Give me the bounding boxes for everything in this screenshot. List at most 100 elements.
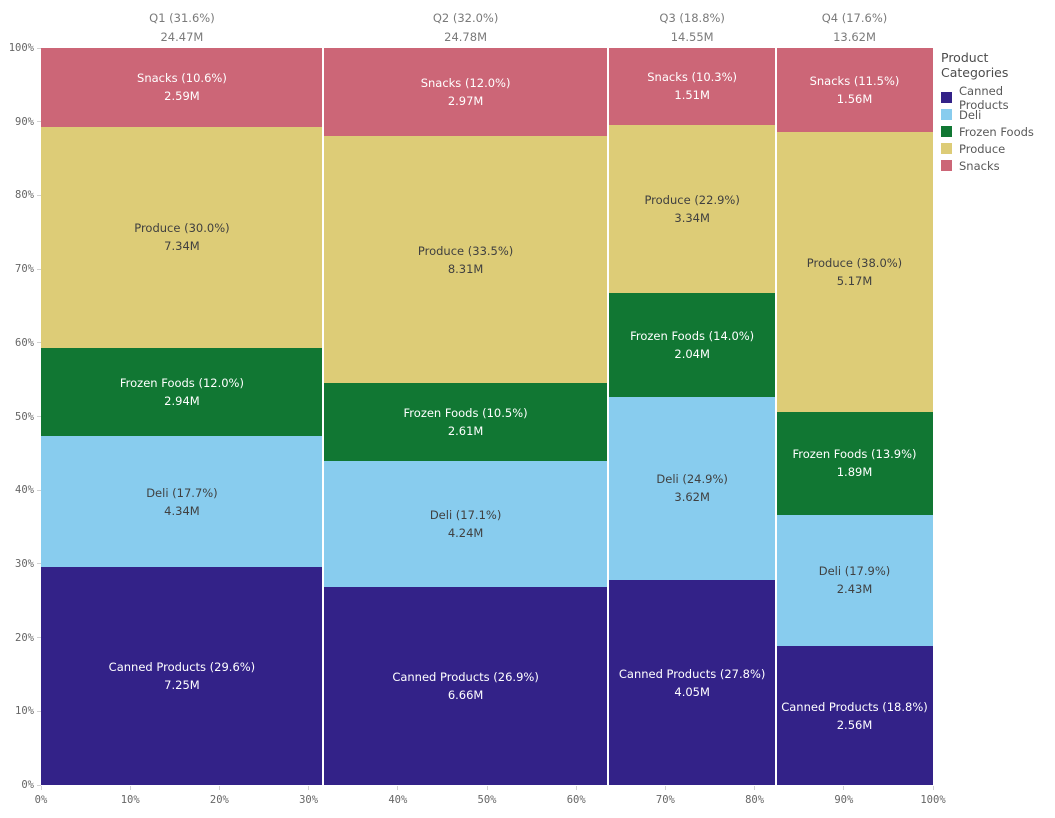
segment-frozen-foods-q4[interactable]: Frozen Foods (13.9%) 1.89M bbox=[776, 412, 933, 515]
y-axis-tick bbox=[37, 710, 41, 712]
x-axis-tick-label: 0% bbox=[34, 794, 48, 806]
column-total: 24.78M bbox=[444, 30, 487, 44]
legend-item-label: Deli bbox=[959, 107, 982, 122]
segment-label: Frozen Foods (14.0%) bbox=[630, 328, 755, 343]
legend-item-label: Frozen Foods bbox=[959, 124, 1034, 139]
y-axis-tick-label: 30% bbox=[15, 557, 34, 570]
x-axis-tick-label: 90% bbox=[834, 794, 854, 806]
x-axis-tick bbox=[40, 786, 42, 790]
x-axis-tick bbox=[308, 786, 310, 790]
segment-label: Canned Products (29.6%) bbox=[108, 659, 256, 674]
x-axis-tick-label: 60% bbox=[566, 794, 586, 806]
segment-value: 1.51M bbox=[674, 88, 710, 103]
y-axis-tick-label: 40% bbox=[15, 484, 34, 497]
segment-value: 2.43M bbox=[836, 582, 873, 597]
x-axis-tick bbox=[486, 786, 488, 790]
column-total: 13.62M bbox=[833, 30, 876, 44]
segment-value: 3.62M bbox=[674, 490, 710, 505]
segment-label: Canned Products (18.8%) bbox=[781, 699, 928, 714]
segment-deli-q4[interactable]: Deli (17.9%) 2.43M bbox=[776, 514, 933, 647]
legend-item-deli[interactable]: Deli bbox=[941, 106, 1055, 123]
segment-snacks-q4[interactable]: Snacks (11.5%) 1.56M bbox=[776, 48, 933, 133]
segment-deli-q1[interactable]: Deli (17.7%) 4.34M bbox=[41, 436, 323, 567]
y-axis-tick-label: 70% bbox=[15, 263, 34, 276]
segment-value: 2.04M bbox=[674, 346, 710, 361]
segment-snacks-q3[interactable]: Snacks (10.3%) 1.51M bbox=[608, 48, 776, 125]
segment-label: Produce (33.5%) bbox=[417, 243, 514, 258]
legend-swatch-icon bbox=[941, 143, 952, 154]
segment-produce-q1[interactable]: Produce (30.0%) 7.34M bbox=[41, 126, 323, 348]
segment-label: Canned Products (26.9%) bbox=[392, 669, 539, 684]
segment-label: Snacks (10.6%) bbox=[137, 71, 227, 86]
column-total: 24.47M bbox=[160, 30, 204, 44]
x-axis-tick bbox=[664, 786, 666, 790]
legend-item-snacks[interactable]: Snacks bbox=[941, 157, 1055, 174]
x-axis-tick-label: 10% bbox=[120, 794, 140, 806]
x-axis-tick-label: 80% bbox=[745, 794, 765, 806]
segment-frozen-foods-q3[interactable]: Frozen Foods (14.0%) 2.04M bbox=[608, 293, 776, 397]
y-axis-tick-label: 100% bbox=[8, 42, 34, 54]
segment-value: 2.94M bbox=[164, 394, 200, 409]
column-header-2: Q2 (32.0%) 24.78M bbox=[433, 9, 499, 47]
legend-swatch-icon bbox=[941, 160, 952, 171]
segment-value: 4.24M bbox=[447, 525, 484, 540]
segment-produce-q2[interactable]: Produce (33.5%) 8.31M bbox=[322, 136, 609, 384]
segment-produce-q3[interactable]: Produce (22.9%) 3.34M bbox=[608, 124, 776, 294]
segment-label: Frozen Foods (12.0%) bbox=[119, 376, 244, 391]
x-axis-tick bbox=[932, 786, 934, 790]
segment-label: Frozen Foods (10.5%) bbox=[403, 406, 528, 421]
segment-canned-products-q4[interactable]: Canned Products (18.8%) 2.56M bbox=[776, 646, 933, 785]
segment-frozen-foods-q1[interactable]: Frozen Foods (12.0%) 2.94M bbox=[41, 347, 323, 437]
segment-label: Deli (24.9%) bbox=[656, 472, 728, 487]
x-axis-tick bbox=[843, 786, 845, 790]
segment-value: 4.34M bbox=[164, 503, 200, 518]
segment-value: 7.34M bbox=[164, 239, 200, 254]
segment-value: 3.34M bbox=[674, 211, 710, 226]
segment-deli-q2[interactable]: Deli (17.1%) 4.24M bbox=[322, 460, 609, 587]
column-header-1: Q1 (31.6%) 24.47M bbox=[149, 9, 215, 47]
segment-value: 1.56M bbox=[836, 92, 873, 106]
column-divider bbox=[607, 48, 610, 785]
legend-item-frozen-foods[interactable]: Frozen Foods bbox=[941, 123, 1055, 140]
segment-snacks-q1[interactable]: Snacks (10.6%) 2.59M bbox=[41, 48, 323, 127]
y-axis-tick-label: 90% bbox=[15, 115, 34, 128]
segment-value: 2.56M bbox=[836, 717, 873, 732]
segment-canned-products-q2[interactable]: Canned Products (26.9%) 6.66M bbox=[322, 586, 609, 785]
legend: Product Categories Canned Products Deli Fr… bbox=[941, 50, 1055, 174]
x-axis-tick bbox=[575, 786, 577, 790]
segment-snacks-q2[interactable]: Snacks (12.0%) 2.97M bbox=[322, 48, 609, 137]
legend-item-label: Snacks bbox=[959, 158, 1000, 173]
column-divider bbox=[775, 48, 777, 785]
column-label: Q2 (32.0%) bbox=[432, 11, 499, 25]
segment-value: 2.97M bbox=[447, 94, 484, 109]
segment-label: Deli (17.9%) bbox=[818, 564, 891, 579]
legend-swatch-icon bbox=[941, 92, 952, 103]
column-label: Q1 (31.6%) bbox=[149, 11, 215, 25]
legend-item-canned-products[interactable]: Canned Products bbox=[941, 84, 1055, 112]
segment-deli-q3[interactable]: Deli (24.9%) 3.62M bbox=[608, 396, 776, 581]
segment-value: 2.61M bbox=[447, 424, 484, 439]
x-axis-tick bbox=[129, 786, 131, 790]
segment-value: 4.05M bbox=[674, 684, 710, 699]
segment-label: Snacks (11.5%) bbox=[809, 74, 900, 88]
segment-canned-products-q1[interactable]: Canned Products (29.6%) 7.25M bbox=[41, 566, 323, 785]
segment-frozen-foods-q2[interactable]: Frozen Foods (10.5%) 2.61M bbox=[322, 383, 609, 461]
legend-swatch-icon bbox=[941, 109, 952, 120]
y-axis-tick-label: 10% bbox=[15, 705, 34, 718]
column-divider bbox=[321, 48, 324, 785]
legend-swatch-icon bbox=[941, 126, 952, 137]
legend-title: Product Categories bbox=[941, 50, 1009, 80]
legend-item-produce[interactable]: Produce bbox=[941, 140, 1055, 157]
x-axis-tick bbox=[754, 786, 756, 790]
x-axis-tick-label: 40% bbox=[388, 794, 408, 806]
segment-value: 8.31M bbox=[447, 261, 484, 276]
segment-label: Deli (17.1%) bbox=[429, 507, 502, 522]
segment-produce-q4[interactable]: Produce (38.0%) 5.17M bbox=[776, 132, 933, 413]
legend-items: Canned Products Deli Frozen Foods Produce Sn… bbox=[941, 84, 1055, 174]
segment-canned-products-q3[interactable]: Canned Products (27.8%) 4.05M bbox=[608, 580, 776, 785]
segment-value: 7.25M bbox=[164, 677, 200, 692]
column-header-3: Q3 (18.8%) 14.55M bbox=[659, 9, 725, 47]
segment-value: 1.89M bbox=[836, 465, 873, 480]
segment-value: 2.59M bbox=[164, 89, 200, 104]
